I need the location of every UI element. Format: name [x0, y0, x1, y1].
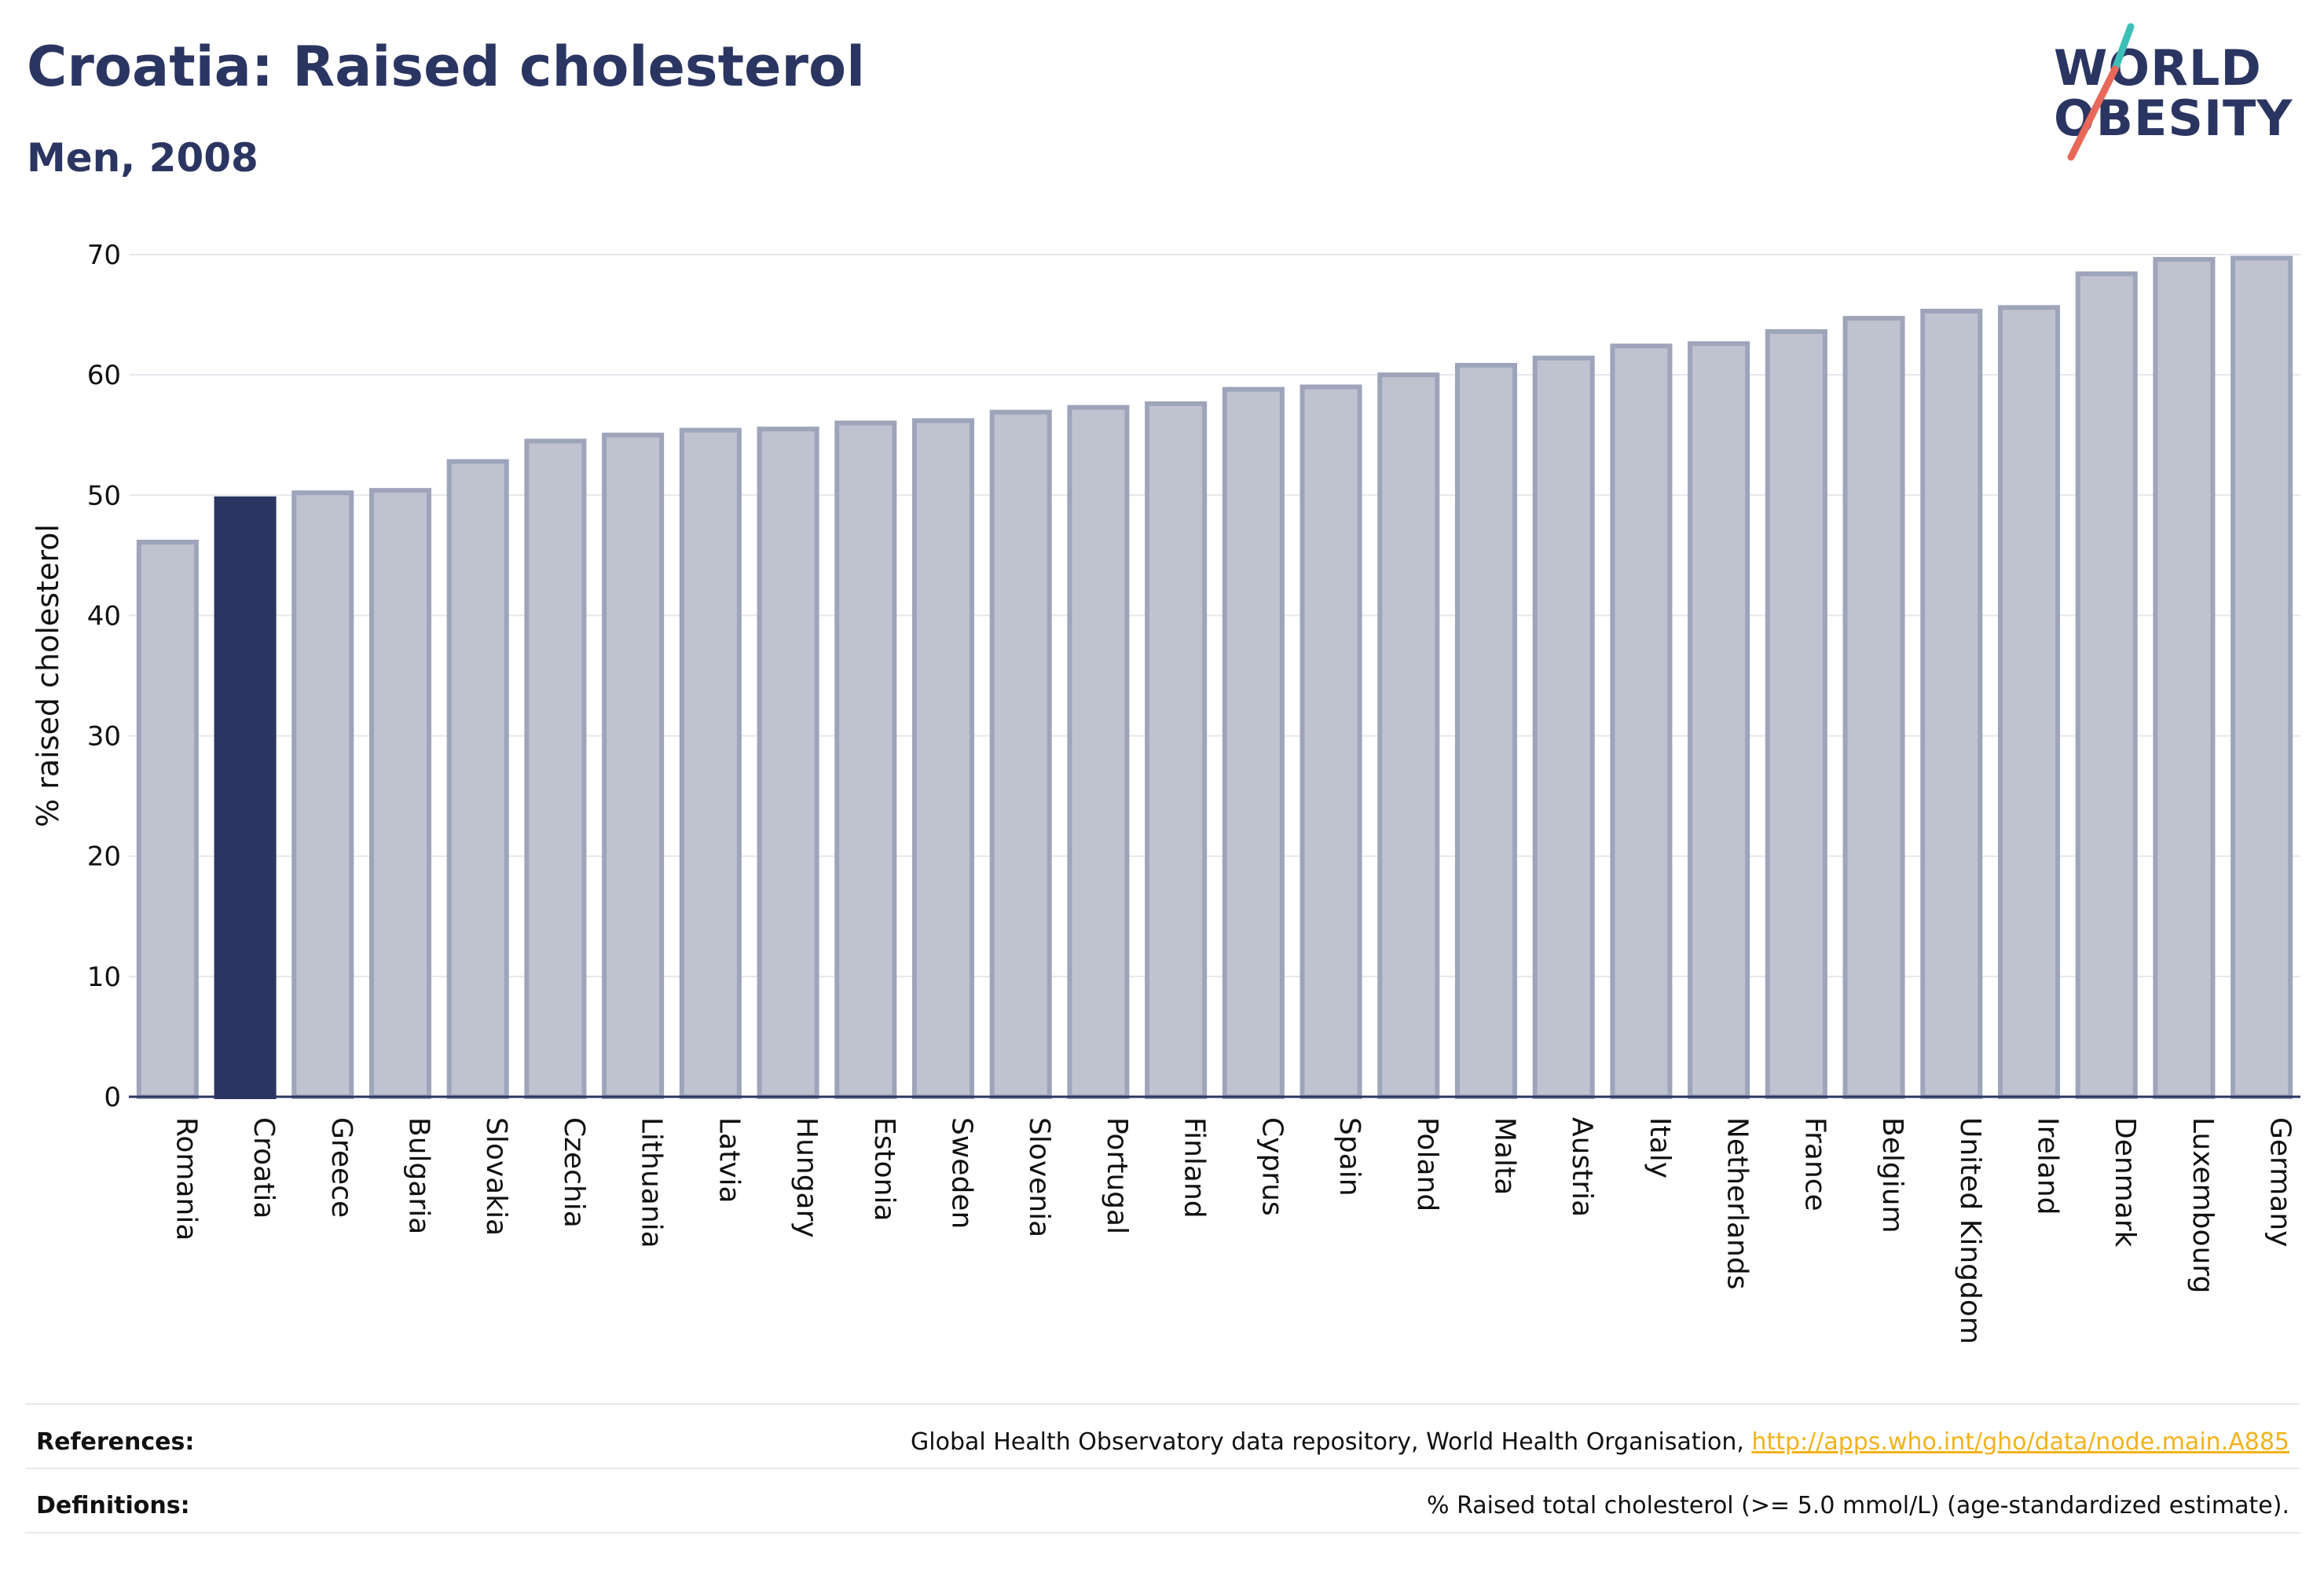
x-tick-label: Portugal [1101, 1117, 1133, 1234]
footer-divider-middle [25, 1468, 2300, 1469]
bar [2075, 271, 2138, 1100]
bar-highlighted [214, 496, 277, 1099]
world-obesity-logo: WORLD OBESITY [2043, 22, 2310, 163]
x-tick-label: United Kingdom [1954, 1117, 1986, 1344]
bar [1842, 316, 1905, 1099]
bar [1145, 401, 1208, 1099]
bar [2231, 255, 2293, 1100]
y-tick-label: 0 [104, 1082, 121, 1113]
bar [757, 427, 819, 1099]
bar [524, 438, 587, 1100]
x-tick-label: Netherlands [1721, 1117, 1754, 1289]
definitions-row: Definitions: % Raised total cholesterol … [25, 1474, 2300, 1537]
x-tick-label: Romania [170, 1117, 202, 1241]
y-tick-label: 30 [87, 721, 121, 753]
x-tick-label: Finland [1178, 1117, 1211, 1219]
x-tick-label: Poland [1411, 1117, 1443, 1211]
bar [1067, 405, 1130, 1099]
x-tick-label: Ireland [2032, 1117, 2064, 1215]
x-tick-label: Malta [1489, 1117, 1521, 1195]
bar [602, 432, 665, 1099]
bar [1222, 387, 1285, 1099]
y-tick-label: 70 [87, 240, 121, 271]
definitions-value: % Raised total cholesterol (>= 5.0 mmol/… [1427, 1491, 2289, 1519]
x-tick-label: France [1798, 1117, 1831, 1211]
y-axis-label: % raised cholesterol [31, 524, 65, 827]
logo-word-world: WORLD [2054, 39, 2262, 97]
y-tick-label: 10 [87, 962, 121, 993]
footer-divider-bottom [25, 1532, 2300, 1534]
x-tick-label: Slovenia [1023, 1117, 1055, 1237]
x-tick-label: Belgium [1876, 1117, 1908, 1233]
bar [1454, 362, 1518, 1100]
bar [2153, 257, 2216, 1099]
x-tick-label: Bulgaria [403, 1117, 435, 1234]
x-tick-label: Cyprus [1255, 1117, 1288, 1216]
bar [989, 409, 1052, 1100]
y-tick-label: 60 [87, 360, 121, 391]
x-tick-label: Czechia [558, 1117, 590, 1228]
bar [1997, 305, 2061, 1099]
x-tick-label: Italy [1644, 1117, 1676, 1178]
y-tick-label: 40 [87, 600, 121, 632]
x-tick-label: Austria [1566, 1117, 1598, 1217]
y-tick-label: 20 [87, 841, 121, 873]
bar [291, 490, 354, 1100]
y-tick-label: 50 [87, 480, 121, 511]
bar [1532, 355, 1595, 1099]
references-label: References: [36, 1428, 195, 1456]
bar-chart: 0 10 20 30 40 50 60 70 % raised cholesterol Roman… [31, 240, 2300, 1344]
x-tick-label: Lithuania [636, 1117, 668, 1248]
x-tick-label: Estonia [868, 1117, 900, 1222]
bar [1765, 329, 1827, 1100]
bar [1920, 308, 1983, 1099]
x-tick-label: Latvia [713, 1117, 745, 1204]
references-link[interactable]: http://apps.who.int/gho/data/node.main.A… [1751, 1428, 2289, 1456]
bar [1610, 343, 1673, 1100]
x-tick-label: Spain [1333, 1117, 1365, 1197]
x-tick-label: Sweden [946, 1117, 978, 1229]
x-tick-label: Denmark [2109, 1117, 2141, 1248]
bar [834, 420, 897, 1099]
x-tick-label: Germany [2264, 1117, 2297, 1247]
definitions-label: Definitions: [36, 1491, 190, 1519]
references-value: Global Health Observatory data repositor… [911, 1428, 2300, 1456]
bar [679, 427, 742, 1099]
references-row: References: Global Health Observatory da… [25, 1410, 2300, 1473]
logo-slash-icon [2067, 23, 2135, 161]
bar [911, 418, 975, 1099]
bar [446, 459, 509, 1099]
x-tick-label: Greece [325, 1117, 357, 1218]
references-text: Global Health Observatory data repositor… [911, 1428, 1752, 1456]
x-tick-label: Hungary [790, 1117, 823, 1238]
x-tick-label: Slovakia [480, 1117, 512, 1236]
bar [1377, 372, 1440, 1099]
bar [1299, 384, 1362, 1099]
page-subtitle: Men, 2008 [27, 135, 258, 181]
bar [1688, 341, 1750, 1099]
page-title: Croatia: Raised cholesterol [27, 35, 866, 99]
x-tick-label: Croatia [247, 1117, 280, 1219]
footer-divider-top [25, 1403, 2300, 1405]
x-tick-label: Luxembourg [2187, 1117, 2219, 1293]
bar [136, 540, 199, 1099]
bar [368, 488, 432, 1100]
